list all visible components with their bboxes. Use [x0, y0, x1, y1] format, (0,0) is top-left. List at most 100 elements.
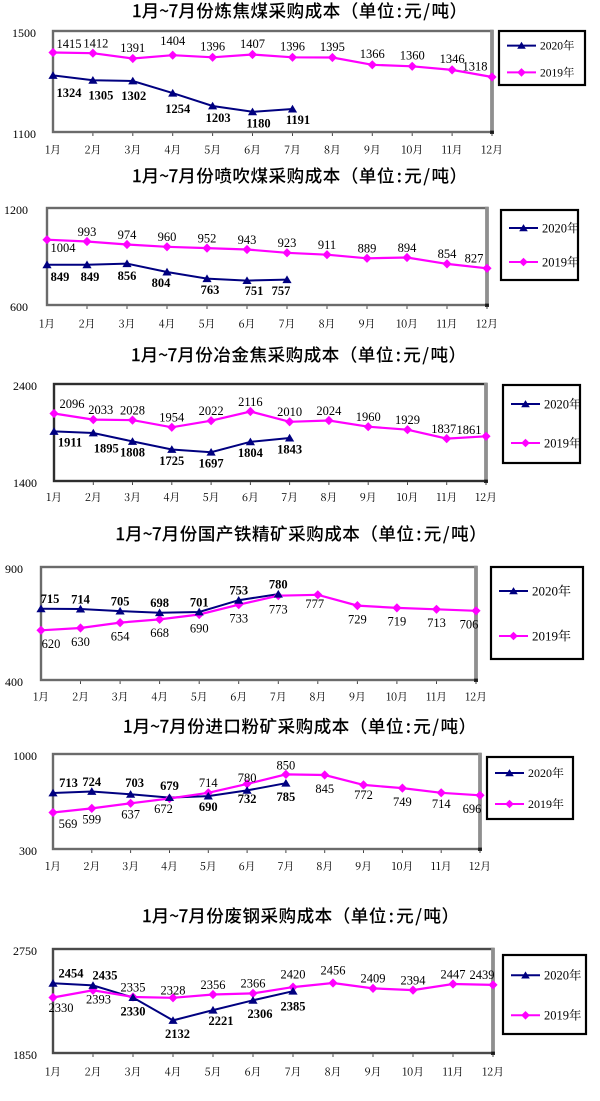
svg-text:690: 690	[190, 621, 209, 635]
svg-text:2019: 2019	[528, 797, 552, 811]
svg-text:2385: 2385	[281, 1000, 306, 1014]
svg-text:2420: 2420	[281, 967, 306, 981]
svg-text:1404: 1404	[160, 34, 186, 48]
svg-text:714: 714	[432, 797, 452, 811]
svg-text:2019: 2019	[544, 1009, 569, 1023]
svg-text:1000: 1000	[13, 749, 37, 763]
svg-text:2116: 2116	[238, 395, 263, 409]
svg-text:690: 690	[199, 800, 218, 814]
svg-text:637: 637	[121, 808, 140, 822]
svg-text:780: 780	[269, 577, 288, 591]
svg-text:719: 719	[388, 615, 407, 629]
svg-text:1697: 1697	[199, 457, 224, 471]
svg-text:2328: 2328	[161, 984, 186, 998]
svg-text:2330: 2330	[49, 1001, 74, 1015]
svg-text:845: 845	[315, 782, 334, 796]
svg-text:2306: 2306	[248, 1007, 273, 1021]
svg-text:569: 569	[59, 817, 78, 831]
svg-text:2393: 2393	[86, 993, 111, 1007]
svg-text:2019: 2019	[532, 629, 558, 644]
svg-text:2356: 2356	[201, 978, 226, 992]
svg-text:732: 732	[238, 792, 257, 806]
svg-text:2020: 2020	[544, 969, 569, 983]
svg-text:2028: 2028	[120, 403, 145, 417]
svg-text:698: 698	[150, 596, 169, 610]
svg-text:952: 952	[198, 231, 217, 245]
svg-text:1318: 1318	[463, 59, 488, 73]
svg-text:1960: 1960	[356, 410, 381, 424]
svg-text:1395: 1395	[320, 40, 345, 54]
svg-text:2132: 2132	[165, 1027, 190, 1041]
svg-text:2019: 2019	[544, 436, 569, 450]
svg-text:1954: 1954	[159, 411, 185, 425]
svg-text:701: 701	[190, 595, 209, 609]
svg-text:1305: 1305	[88, 89, 113, 103]
svg-text:2010: 2010	[277, 405, 302, 419]
svg-text:1850: 1850	[13, 1048, 37, 1062]
svg-text:2022: 2022	[199, 404, 224, 418]
svg-text:2024: 2024	[316, 404, 342, 418]
svg-text:1366: 1366	[360, 47, 385, 61]
svg-text:729: 729	[348, 612, 367, 626]
svg-text:2435: 2435	[93, 969, 118, 983]
svg-text:753: 753	[229, 584, 248, 598]
svg-text:1302: 1302	[121, 89, 146, 103]
svg-text:1200: 1200	[4, 203, 28, 217]
svg-text:1180: 1180	[246, 117, 270, 131]
svg-text:2221: 2221	[209, 1014, 234, 1028]
svg-text:749: 749	[393, 795, 412, 809]
svg-text:715: 715	[41, 592, 60, 606]
svg-text:827: 827	[465, 252, 484, 266]
svg-text:2019: 2019	[540, 67, 563, 79]
svg-text:785: 785	[277, 790, 296, 804]
svg-text:1324: 1324	[57, 86, 83, 100]
svg-text:804: 804	[152, 276, 172, 290]
svg-text:1843: 1843	[277, 442, 302, 456]
svg-text:923: 923	[278, 236, 297, 250]
svg-text:599: 599	[82, 813, 101, 827]
svg-text:1500: 1500	[12, 26, 36, 40]
svg-text:1254: 1254	[165, 102, 191, 116]
svg-text:1415: 1415	[57, 37, 82, 51]
svg-text:773: 773	[269, 603, 288, 617]
svg-text:2447: 2447	[441, 967, 466, 981]
svg-text:1808: 1808	[120, 446, 145, 460]
svg-text:1004: 1004	[51, 241, 77, 255]
svg-text:2335: 2335	[121, 980, 146, 994]
svg-text:733: 733	[229, 612, 248, 626]
svg-text:300: 300	[19, 844, 37, 858]
svg-text:1203: 1203	[206, 111, 231, 125]
svg-text:894: 894	[398, 241, 418, 255]
svg-text:2020: 2020	[540, 41, 563, 53]
svg-text:2454: 2454	[59, 967, 85, 981]
svg-text:1895: 1895	[94, 441, 119, 455]
svg-text:600: 600	[10, 300, 28, 314]
svg-text:850: 850	[277, 759, 296, 773]
svg-text:1100: 1100	[12, 127, 36, 141]
svg-text:1346: 1346	[440, 52, 465, 66]
svg-text:1400: 1400	[13, 476, 37, 490]
svg-text:2096: 2096	[60, 397, 85, 411]
svg-text:2330: 2330	[121, 1004, 146, 1018]
svg-text:849: 849	[51, 270, 70, 284]
svg-text:960: 960	[158, 230, 177, 244]
svg-text:1396: 1396	[280, 40, 305, 54]
svg-text:2019: 2019	[542, 255, 567, 269]
svg-text:2020: 2020	[528, 766, 552, 780]
svg-text:714: 714	[199, 776, 219, 790]
svg-text:630: 630	[71, 635, 90, 649]
svg-text:400: 400	[5, 675, 23, 689]
svg-text:1725: 1725	[159, 454, 184, 468]
svg-text:772: 772	[354, 788, 373, 802]
svg-text:854: 854	[438, 247, 458, 261]
svg-text:696: 696	[463, 802, 482, 816]
svg-text:2020: 2020	[532, 584, 558, 599]
svg-text:1191: 1191	[286, 113, 310, 127]
svg-text:1861: 1861	[457, 423, 482, 437]
svg-text:1391: 1391	[120, 41, 145, 55]
svg-text:2366: 2366	[241, 977, 266, 991]
svg-text:714: 714	[71, 592, 91, 606]
svg-text:751: 751	[245, 284, 264, 298]
svg-text:705: 705	[111, 594, 130, 608]
svg-text:2033: 2033	[88, 403, 113, 417]
